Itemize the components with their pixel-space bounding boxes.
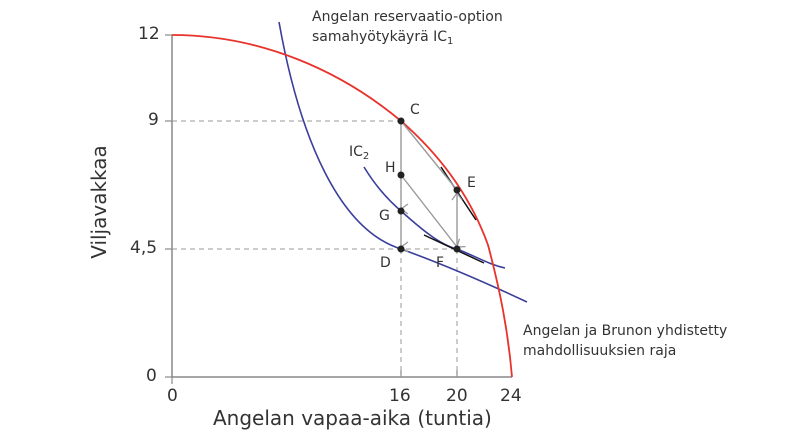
x-axis-title: Angelan vapaa-aika (tuntia) [213,406,492,430]
x-tick-label-20: 20 [446,386,468,406]
y-tick-label-4-5: 4,5 [130,238,158,258]
label-h: H [385,160,396,176]
ic2-curve [363,166,506,269]
point-h [397,171,405,179]
point-e [453,186,461,194]
points [397,117,461,253]
y-axis-title: Viljavakkaa [86,145,111,259]
label-c: C [410,102,420,118]
y-tick-label-0: 0 [146,366,157,386]
label-g: G [379,208,390,224]
point-d [397,245,405,253]
point-f [453,245,461,253]
y-tick-label-12: 12 [138,24,160,44]
arrow-c-to-e [400,120,458,191]
ic1-annotation-line1: Angelan reservaatio-option [312,9,503,25]
label-e: E [467,175,476,191]
frontier-curve [171,34,513,378]
frontier-annotation: Angelan ja Brunon yhdistetty mahdollisuu… [523,321,727,361]
label-d: D [380,255,391,271]
y-tick-label-9: 9 [148,110,159,130]
point-c [397,117,405,125]
x-tick-label-0: 0 [167,386,178,406]
frontier-annotation-line2: mahdollisuuksien raja [523,343,677,359]
ic2-label-sub: 2 [362,151,370,162]
guide-lines [172,120,458,377]
ic1-curve [278,21,528,303]
movement-arrows [399,120,466,253]
frontier-annotation-line1: Angelan ja Brunon yhdistetty [523,323,728,339]
ic1-annotation-main: samahyötykäyrä IC [312,29,448,45]
ic1-annotation-line2: samahyötykäyrä IC1 [312,27,503,52]
label-f: F [436,255,445,271]
axes [165,34,512,384]
ic1-annotation: Angelan reservaatio-option samahyötykäyr… [312,7,503,52]
arrow-h-to-f [400,174,466,248]
x-tick-label-24: 24 [500,386,522,406]
ic2-label-main: IC [349,144,363,160]
x-tick-label-16: 16 [389,386,411,406]
point-g [397,207,405,215]
ic2-label: IC2 [349,144,369,162]
ic1-annotation-sub: 1 [447,36,454,47]
